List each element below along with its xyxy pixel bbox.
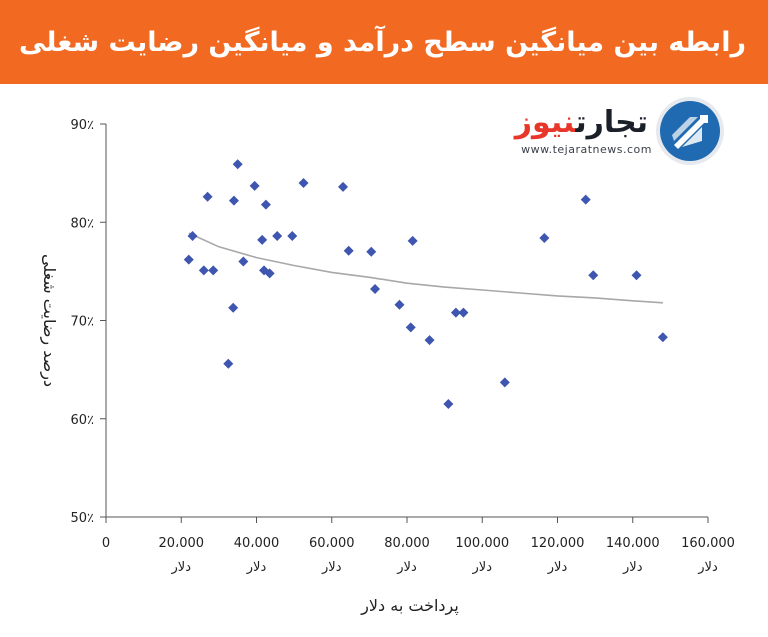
data-point [394, 299, 405, 310]
data-point [366, 246, 377, 257]
x-tick-unit: دلار [547, 560, 568, 575]
logo-arrow-icon [660, 101, 720, 161]
data-point [264, 268, 275, 279]
logo-url: www.tejaratnews.com [521, 143, 652, 156]
x-tick-label: 60،000 [309, 536, 355, 551]
data-point [338, 181, 349, 192]
page-title: رابطه بین میانگین سطح درآمد و میانگین رض… [18, 26, 746, 58]
data-point [249, 180, 260, 191]
x-tick-label: 80،000 [384, 536, 430, 551]
x-tick-label: 40،000 [234, 536, 280, 551]
logo-name: تجارتنیوز [515, 105, 648, 140]
y-tick-label: 70٪ [70, 315, 94, 330]
data-point [202, 191, 213, 202]
data-point [259, 265, 270, 276]
data-point [257, 234, 268, 245]
data-point [657, 332, 668, 343]
data-point [228, 302, 239, 313]
x-tick-unit: دلار [697, 560, 718, 575]
data-point [228, 195, 239, 206]
y-tick-label: 60٪ [70, 413, 94, 428]
x-tick-label: 140،000 [606, 536, 660, 551]
data-point [405, 322, 416, 333]
x-tick-label: 100،000 [455, 536, 509, 551]
data-point [370, 284, 381, 295]
data-point [187, 231, 198, 242]
data-point [287, 231, 298, 242]
data-point [208, 265, 219, 276]
logo-name-part2: نیوز [514, 105, 576, 140]
data-point [183, 254, 194, 265]
data-point [238, 256, 249, 267]
trend-line [188, 232, 663, 304]
x-tick-unit: دلار [472, 560, 493, 575]
x-tick-unit: دلار [396, 560, 417, 575]
y-axis-label: درصد رضایت شغلی [39, 254, 59, 387]
data-point [580, 194, 591, 205]
data-point [198, 265, 209, 276]
data-point [450, 307, 461, 318]
x-tick-unit: دلار [622, 560, 643, 575]
data-point [272, 231, 283, 242]
data-point [424, 335, 435, 346]
x-tick-label: 120،000 [531, 536, 585, 551]
data-point [232, 159, 243, 170]
data-point [343, 245, 354, 256]
x-tick-unit: دلار [171, 560, 192, 575]
y-tick-label: 80٪ [70, 216, 94, 231]
y-tick-label: 50٪ [70, 511, 94, 526]
logo-name-part1: تجارت [575, 105, 648, 140]
y-tick-label: 90٪ [70, 118, 94, 133]
data-point [499, 377, 510, 388]
x-axis-label: پرداخت به دلار [360, 596, 459, 616]
x-tick-label: 0 [102, 536, 110, 551]
x-tick-label: 20،000 [158, 536, 204, 551]
data-point [407, 235, 418, 246]
x-tick-unit: دلار [246, 560, 267, 575]
data-point [298, 177, 309, 188]
data-point [631, 270, 642, 281]
x-tick-unit: دلار [321, 560, 342, 575]
brand-logo: تجارتنیوز www.tejaratnews.com [500, 101, 720, 161]
data-point [458, 307, 469, 318]
scatter-chart: 50٪ 60٪ 70٪ 80٪ 90٪ 0 20،000 دلار 40،000 دلار 60،0… [39, 118, 735, 616]
data-point [223, 358, 234, 369]
data-point [260, 199, 271, 210]
header-bar: رابطه بین میانگین سطح درآمد و میانگین رض… [0, 0, 768, 84]
x-tick-label: 160،000 [681, 536, 735, 551]
data-point [443, 399, 454, 410]
data-point [539, 232, 550, 243]
data-point [588, 270, 599, 281]
